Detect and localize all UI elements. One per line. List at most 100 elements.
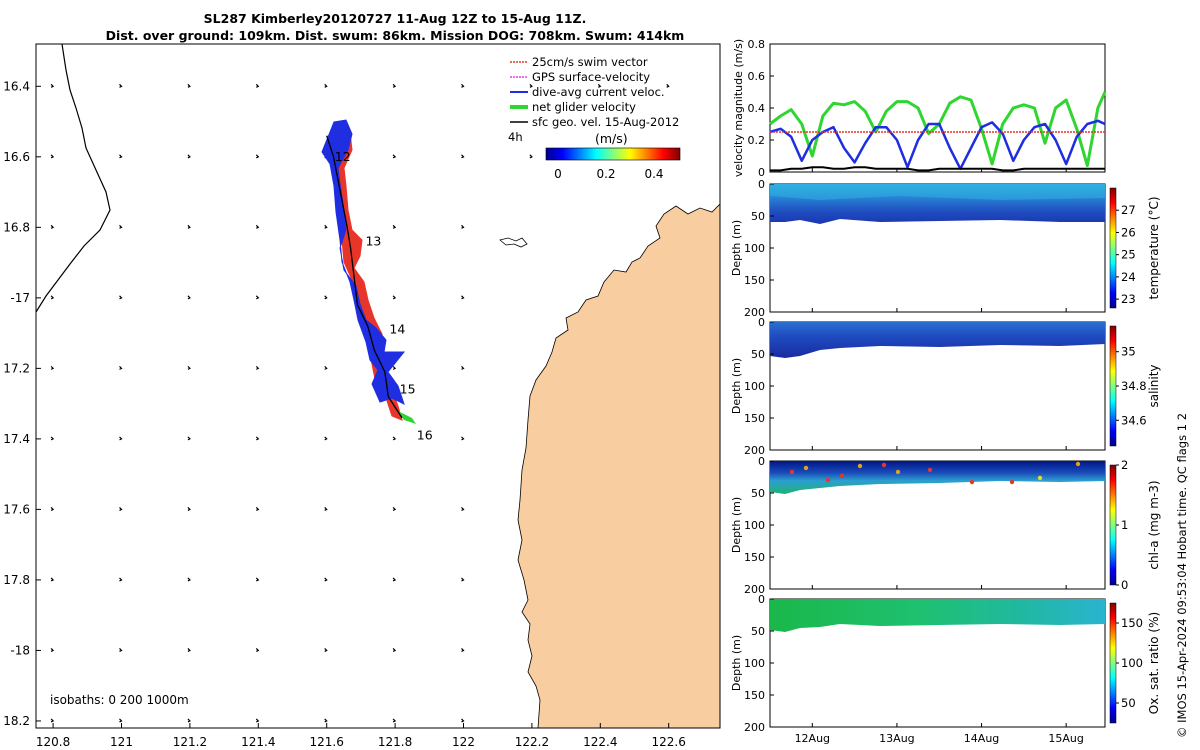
map-x-tick-label: 120.8	[36, 735, 70, 749]
map-y-tick-label: -17	[10, 291, 30, 305]
geo-vector-arrow	[119, 224, 123, 229]
geo-vector-arrow	[255, 506, 260, 511]
velocity-y-tick-label: 0.8	[748, 38, 766, 51]
colorbar	[1109, 325, 1117, 447]
colorbar-tick-label: 50	[1121, 696, 1136, 710]
geo-vector-arrow	[187, 506, 191, 511]
colorbar-tick-1: 0.2	[596, 167, 615, 181]
map-y-tick-label: 17.4	[3, 432, 30, 446]
map-y-tick-label: 18.2	[3, 714, 30, 728]
geo-vector-arrow	[255, 365, 260, 370]
depth-tick-label: 150	[744, 412, 765, 425]
geo-vector-arrow	[461, 506, 465, 511]
colorbar-tick-label: 2	[1121, 458, 1128, 472]
map-x-tick-label: 121.8	[378, 735, 412, 749]
depth-ylabel: Depth (m)	[730, 358, 743, 414]
velocity-y-tick-label: 0.6	[748, 70, 766, 83]
geo-vector-arrow	[392, 577, 397, 582]
geo-vector-arrow	[119, 718, 123, 723]
geo-vector-arrow	[255, 295, 260, 300]
velocity-y-ticks: 0 0.2 0.4 0.6 0.8	[748, 38, 774, 179]
geo-vector-arrow	[187, 365, 191, 370]
temperature-panel	[769, 183, 1106, 313]
colorbar-tick-label: 23	[1121, 292, 1136, 306]
geo-vector-arrow	[119, 436, 123, 441]
geo-vector-arrow	[324, 295, 328, 300]
colorbar	[1109, 464, 1117, 586]
chla-point	[927, 467, 933, 473]
depth-tick-label: 100	[744, 519, 765, 532]
geo-vector-arrow	[255, 224, 260, 229]
salinity-panel	[769, 321, 1106, 451]
geo-vector-arrow	[187, 577, 191, 582]
velocity-series-line	[770, 166, 1105, 172]
depth-tick-label: 200	[744, 306, 765, 319]
depth-tick-label: 50	[751, 487, 765, 500]
geo-vector-arrow	[119, 506, 123, 511]
colorbar	[1109, 602, 1117, 724]
map-y-tick-label: 16.4	[3, 79, 30, 93]
legend-geo: sfc geo. vel. 15-Aug-2012	[532, 115, 679, 129]
colorbar-tick-2: 0.4	[644, 167, 663, 181]
geo-vector-arrow	[324, 577, 328, 582]
geo-vector-arrow	[255, 436, 260, 441]
colorbar-tick-label: 34.6	[1121, 413, 1147, 427]
island-outline	[499, 237, 528, 248]
map-y-tick-label: 16.8	[3, 220, 30, 234]
map-frame	[35, 43, 721, 729]
speed-colorbar	[545, 147, 681, 161]
geo-vector-arrow	[119, 295, 123, 300]
chart-title-line1: SL287 Kimberley20120727 11-Aug 12Z to 15…	[203, 11, 587, 26]
geo-vector-arrow	[324, 506, 328, 511]
geo-vector-arrow	[324, 224, 328, 229]
geo-vector-arrow	[461, 718, 465, 723]
geo-vector-arrow	[187, 436, 191, 441]
legend-gps: GPS surface-velocity	[532, 70, 650, 84]
depth-tick-label: 200	[744, 721, 765, 734]
colorbar-tick-0: 0	[554, 167, 562, 181]
depth-tick-label: 0	[758, 593, 765, 606]
geo-vector-arrow	[666, 83, 670, 88]
geo-vector-arrow	[119, 365, 123, 370]
colorbar-tick-label: 25	[1121, 248, 1136, 262]
depth-ylabel: Depth (m)	[730, 497, 743, 553]
geo-vector-arrow	[255, 718, 260, 723]
date-tick-label: 15Aug	[1048, 732, 1083, 745]
velocity-panel: 0 0.2 0.4 0.6 0.8 velocity magnitude (m/s)	[732, 38, 1107, 179]
geo-vector-arrow	[50, 365, 55, 370]
chla-panel	[769, 460, 1106, 590]
map-x-tick-label: 121	[110, 735, 133, 749]
temperature-mixed-layer	[770, 184, 1105, 200]
geo-vector-arrow	[392, 224, 397, 229]
date-tick-label: 13Aug	[879, 732, 914, 745]
geo-vector-arrow	[50, 577, 55, 582]
map-x-tick-label: 122.4	[583, 735, 617, 749]
velocity-series	[769, 91, 1107, 172]
geo-vector-arrow	[187, 154, 191, 159]
map-y-tick-label: 16.6	[3, 150, 30, 164]
legend-net: net glider velocity	[532, 100, 636, 114]
chla-high-points	[789, 461, 1081, 485]
legend-current: dive-avg current veloc.	[532, 85, 665, 99]
geo-vector-arrow	[324, 83, 328, 88]
day-label: 16	[417, 427, 433, 442]
salinity-field	[770, 322, 1105, 358]
chla-point	[895, 469, 901, 475]
geo-vector-arrow	[461, 436, 465, 441]
depth-tick-label: 150	[744, 551, 765, 564]
colorbar-label: Ox. sat. ratio (%)	[1147, 612, 1161, 714]
depth-ylabel: Depth (m)	[730, 635, 743, 691]
chla-point	[857, 463, 863, 469]
date-x-ticks: 12Aug 13Aug 14Aug 15Aug	[795, 168, 1084, 745]
colorbar-tick-label: 26	[1121, 225, 1136, 239]
geo-vector-arrow	[255, 648, 260, 652]
chla-point	[1037, 475, 1043, 481]
map-y-tick-label: 17.2	[3, 361, 30, 375]
geo-vector-arrow	[324, 718, 328, 723]
colorbar-label: salinity	[1147, 364, 1161, 407]
geo-vector-arrow	[461, 577, 465, 582]
chla-point	[1009, 479, 1015, 485]
colorbar-label: temperature (°C)	[1147, 197, 1161, 300]
depth-tick-label: 50	[751, 625, 765, 638]
